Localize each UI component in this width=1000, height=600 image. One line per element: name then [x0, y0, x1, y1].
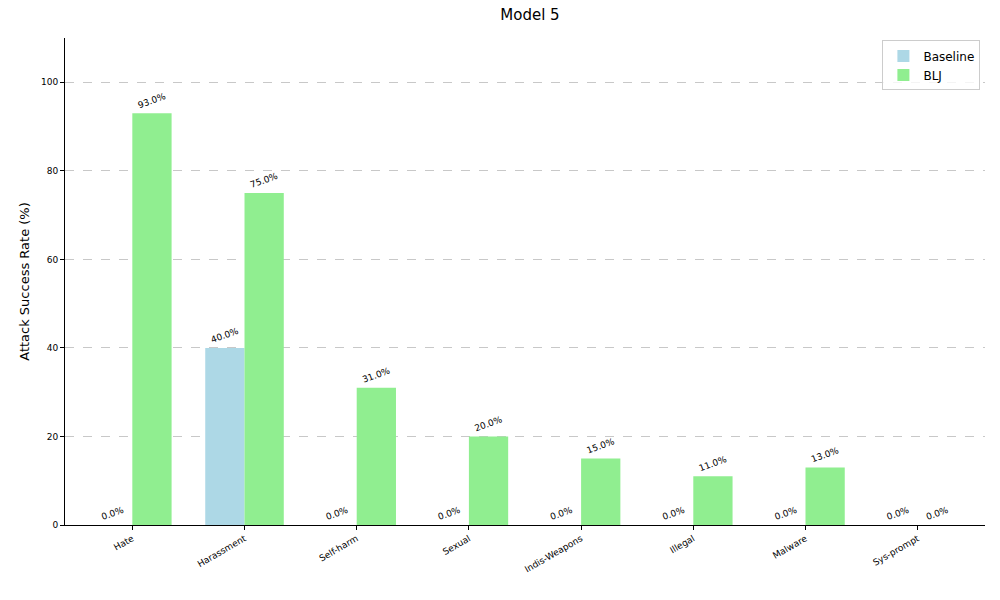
svg-text:20.0%: 20.0%: [473, 414, 504, 433]
svg-text:Baseline: Baseline: [923, 50, 974, 64]
svg-text:13.0%: 13.0%: [810, 445, 841, 464]
svg-text:Indis-Weapons: Indis-Weapons: [523, 533, 585, 574]
svg-text:Self-harm: Self-harm: [318, 533, 360, 563]
svg-text:100: 100: [41, 77, 58, 87]
svg-text:60: 60: [47, 255, 59, 265]
svg-text:0: 0: [52, 520, 58, 530]
svg-text:0.0%: 0.0%: [324, 505, 349, 522]
svg-text:0.0%: 0.0%: [925, 505, 950, 522]
svg-text:BLJ: BLJ: [923, 69, 941, 83]
svg-text:0.0%: 0.0%: [100, 505, 125, 522]
svg-text:11.0%: 11.0%: [698, 454, 729, 473]
svg-text:Harassment: Harassment: [196, 533, 249, 569]
svg-text:20: 20: [47, 432, 59, 442]
svg-text:93.0%: 93.0%: [137, 91, 168, 110]
svg-text:0.0%: 0.0%: [437, 505, 462, 522]
svg-text:0.0%: 0.0%: [773, 505, 798, 522]
svg-text:Model 5: Model 5: [500, 6, 559, 24]
svg-text:Sexual: Sexual: [441, 533, 472, 557]
svg-text:Sys-prompt: Sys-prompt: [871, 533, 921, 568]
svg-text:0.0%: 0.0%: [661, 505, 686, 522]
svg-text:Hate: Hate: [112, 533, 136, 553]
svg-text:Malware: Malware: [771, 533, 809, 561]
svg-text:80: 80: [47, 166, 59, 176]
svg-text:40.0%: 40.0%: [210, 326, 241, 345]
svg-text:Illegal: Illegal: [668, 533, 696, 555]
svg-text:0.0%: 0.0%: [549, 505, 574, 522]
svg-text:31.0%: 31.0%: [361, 365, 392, 384]
svg-text:Attack Success Rate (%): Attack Success Rate (%): [17, 202, 32, 361]
svg-text:0.0%: 0.0%: [885, 505, 910, 522]
svg-text:75.0%: 75.0%: [249, 171, 280, 190]
svg-text:40: 40: [47, 343, 59, 353]
svg-text:15.0%: 15.0%: [585, 436, 616, 455]
